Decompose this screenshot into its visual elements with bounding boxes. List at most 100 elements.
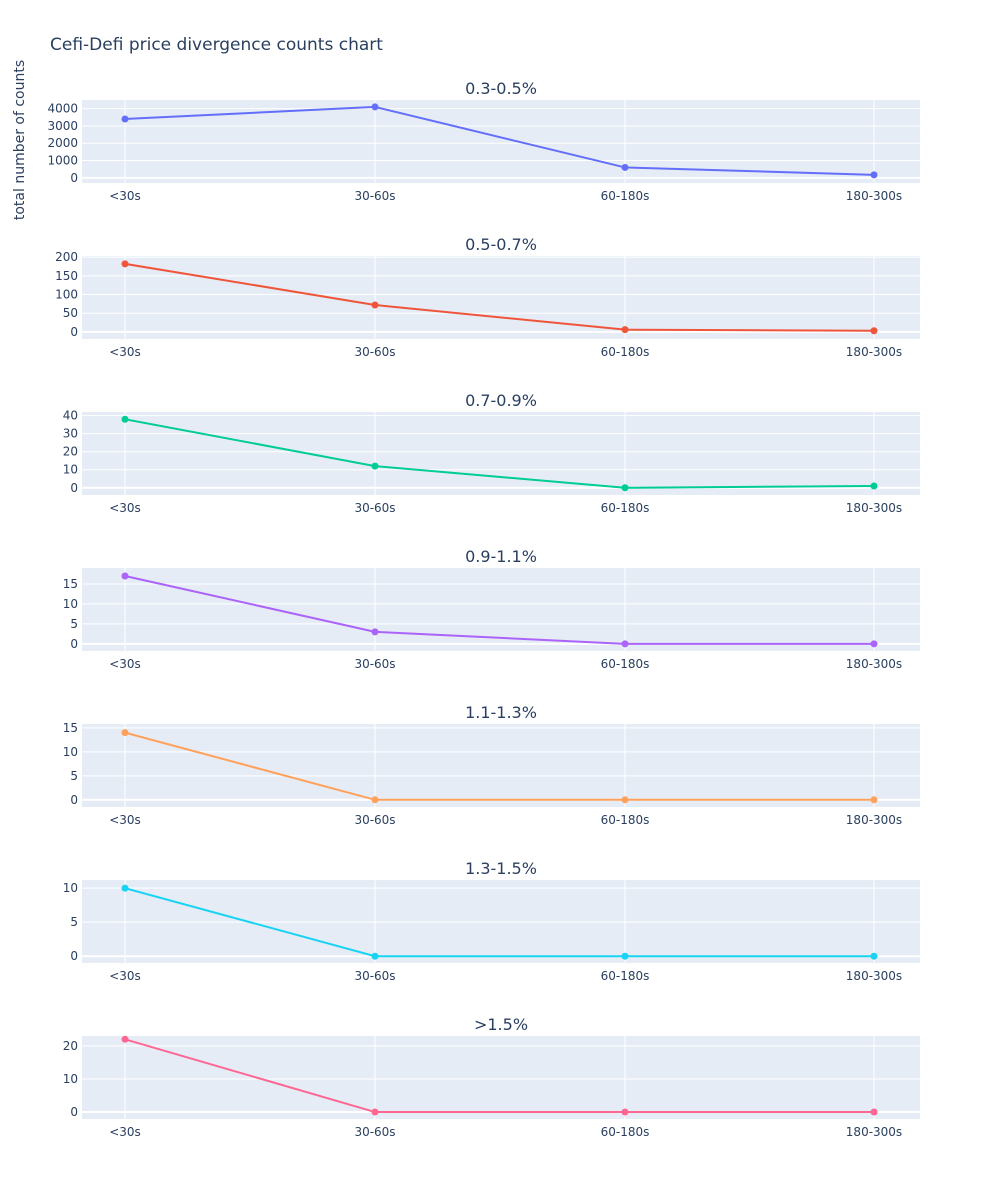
y-tick-label: 0 xyxy=(70,793,78,807)
subplot-title: >1.5% xyxy=(474,1015,528,1034)
y-tick-label: 5 xyxy=(70,915,78,929)
y-axis-label: total number of counts xyxy=(12,60,28,220)
x-tick-label: 30-60s xyxy=(354,345,395,359)
y-tick-label: 40 xyxy=(63,409,78,423)
subplot-7: 0 10 20 <30s 30-60s 60-180s 180-300s >1.5% xyxy=(63,1015,920,1139)
x-tick-label: 60-180s xyxy=(601,189,650,203)
x-tick-label: 30-60s xyxy=(354,657,395,671)
y-tick-label: 100 xyxy=(55,288,78,302)
y-tick-label: 200 xyxy=(55,250,78,264)
data-point xyxy=(870,640,878,648)
x-tick-label: <30s xyxy=(109,189,141,203)
subplot-2: 0 50 100 150 200 <30s 30-60s 60-180s 180-300s 0.5… xyxy=(55,235,920,359)
data-point xyxy=(121,115,129,123)
x-tick-label: 60-180s xyxy=(601,345,650,359)
data-point xyxy=(371,462,379,470)
x-tick-label: 30-60s xyxy=(354,969,395,983)
subplot-4: 0 5 10 15 <30s 30-60s 60-180s 180-300s 0.9-1.1% xyxy=(63,547,920,671)
plot-area xyxy=(82,100,920,183)
series-line xyxy=(124,731,874,801)
series-line xyxy=(124,105,875,176)
y-tick-label: 0 xyxy=(70,481,78,495)
subplot-title: 1.1-1.3% xyxy=(465,703,537,722)
y-tick-label: 10 xyxy=(63,597,78,611)
x-tick-label: 60-180s xyxy=(601,1125,650,1139)
data-point xyxy=(121,415,129,423)
x-tick-label: <30s xyxy=(109,969,141,983)
x-tick-label: 30-60s xyxy=(354,813,395,827)
data-point xyxy=(121,729,129,737)
series-line xyxy=(124,1038,874,1114)
x-tick-label: 180-300s xyxy=(846,1125,902,1139)
data-point xyxy=(621,640,629,648)
series-line xyxy=(124,262,875,332)
data-point xyxy=(371,952,379,960)
data-point xyxy=(621,326,629,334)
subplot-title: 0.3-0.5% xyxy=(465,79,537,98)
x-tick-label: 180-300s xyxy=(846,813,902,827)
data-point xyxy=(870,482,878,490)
y-tick-label: 0 xyxy=(70,637,78,651)
y-tick-label: 0 xyxy=(70,949,78,963)
data-point xyxy=(870,327,878,335)
x-tick-label: <30s xyxy=(109,345,141,359)
plot-area xyxy=(82,724,920,807)
y-tick-label: 4000 xyxy=(47,102,78,116)
y-tick-label: 30 xyxy=(63,427,78,441)
subplot-3: 0 10 20 30 40 <30s 30-60s 60-180s 180-300s 0.7-0.… xyxy=(63,391,920,515)
x-tick-label: 30-60s xyxy=(354,189,395,203)
data-point xyxy=(121,572,129,580)
y-tick-label: 10 xyxy=(63,881,78,895)
y-tick-label: 10 xyxy=(63,745,78,759)
subplot-6: 0 5 10 <30s 30-60s 60-180s 180-300s 1.3-1.5% xyxy=(63,859,920,983)
x-tick-label: 30-60s xyxy=(354,501,395,515)
data-point xyxy=(371,628,379,636)
x-tick-label: 60-180s xyxy=(601,969,650,983)
data-point xyxy=(870,1108,878,1116)
y-tick-label: 150 xyxy=(55,269,78,283)
plot-area xyxy=(82,1036,920,1119)
data-point xyxy=(621,163,629,171)
y-tick-label: 0 xyxy=(70,325,78,339)
y-tick-label: 5 xyxy=(70,769,78,783)
data-point xyxy=(621,1108,629,1116)
x-tick-label: <30s xyxy=(109,1125,141,1139)
x-tick-label: <30s xyxy=(109,501,141,515)
y-tick-label: 0 xyxy=(70,1105,78,1119)
y-tick-label: 15 xyxy=(63,577,78,591)
x-tick-label: 60-180s xyxy=(601,813,650,827)
x-tick-label: 180-300s xyxy=(846,501,902,515)
data-point xyxy=(371,796,379,804)
plot-area xyxy=(82,880,920,963)
subplot-title: 0.9-1.1% xyxy=(465,547,537,566)
series-line xyxy=(124,575,874,645)
x-tick-label: 180-300s xyxy=(846,345,902,359)
y-tick-label: 3000 xyxy=(47,119,78,133)
x-tick-label: 30-60s xyxy=(354,1125,395,1139)
plot-area xyxy=(82,256,920,339)
data-point xyxy=(121,1035,129,1043)
y-tick-label: 10 xyxy=(63,1072,78,1086)
subplot-title: 0.7-0.9% xyxy=(465,391,537,410)
x-tick-label: 60-180s xyxy=(601,657,650,671)
y-tick-label: 0 xyxy=(70,171,78,185)
x-tick-label: 180-300s xyxy=(846,969,902,983)
x-tick-label: 180-300s xyxy=(846,657,902,671)
y-tick-label: 1000 xyxy=(47,154,78,168)
subplot-5: 0 5 10 15 <30s 30-60s 60-180s 180-300s 1.1-1.3% xyxy=(63,703,920,827)
y-tick-label: 10 xyxy=(63,463,78,477)
series-line xyxy=(124,887,874,958)
series-line xyxy=(124,418,875,489)
data-point xyxy=(371,1108,379,1116)
data-point xyxy=(870,796,878,804)
y-tick-label: 20 xyxy=(63,1039,78,1053)
subplot-title: 0.5-0.7% xyxy=(465,235,537,254)
y-tick-label: 50 xyxy=(63,306,78,320)
y-tick-label: 5 xyxy=(70,617,78,631)
data-point xyxy=(121,884,129,892)
plot-area xyxy=(82,412,920,495)
y-tick-label: 15 xyxy=(63,721,78,735)
data-point xyxy=(621,484,629,492)
